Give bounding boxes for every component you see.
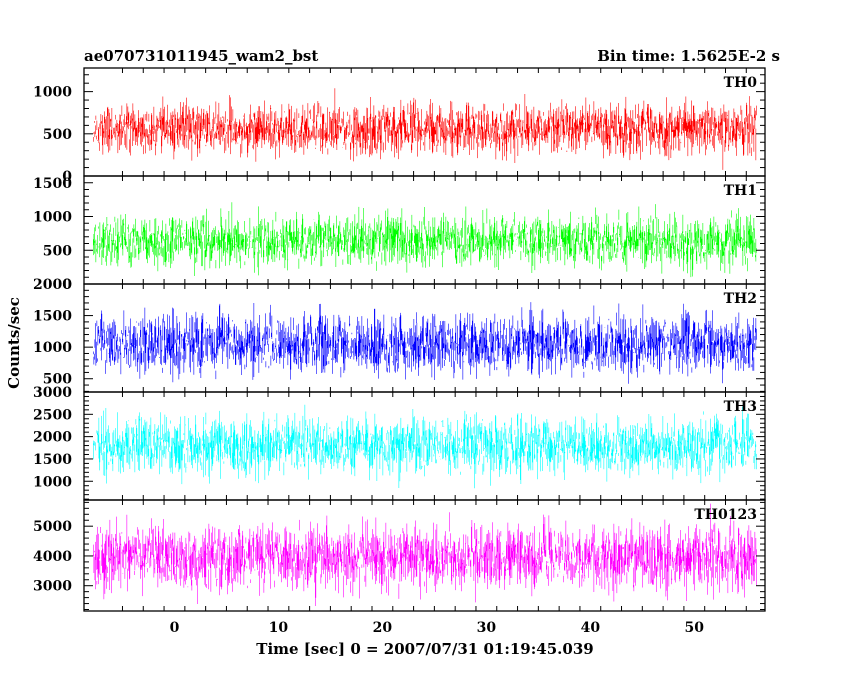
y-tick-label: 5000 bbox=[33, 519, 72, 535]
panel-label: TH1 bbox=[724, 183, 757, 199]
y-tick-label: 3000 bbox=[33, 579, 72, 595]
x-tick-label: 0 bbox=[170, 620, 180, 636]
x-axis-label: Time [sec] 0 = 2007/07/31 01:19:45.039 bbox=[256, 640, 593, 658]
y-tick-label: 1000 bbox=[33, 340, 72, 356]
x-tick-label: 50 bbox=[685, 620, 705, 636]
y-axis-label: Counts/sec bbox=[5, 297, 23, 389]
y-tick-label: 2000 bbox=[33, 277, 72, 293]
y-tick-label: 2500 bbox=[33, 407, 72, 423]
chart-title: ae070731011945_wam2_bst bbox=[84, 47, 318, 65]
series-th0 bbox=[93, 88, 757, 170]
panel-th1: 0 500 1000 1500 TH1 bbox=[33, 175, 766, 293]
panel-label: TH0123 bbox=[694, 507, 757, 523]
y-tick-label: 2000 bbox=[33, 430, 72, 446]
y-tick-label: 1000 bbox=[33, 85, 72, 101]
y-tick-label: 1500 bbox=[33, 309, 72, 325]
x-tick-label: 20 bbox=[373, 620, 393, 636]
panel-th2: 500 1000 1500 2000 TH2 bbox=[33, 277, 766, 393]
series-th0123 bbox=[93, 503, 757, 606]
series-th1 bbox=[93, 202, 757, 278]
y-tick-label: 4000 bbox=[33, 549, 72, 565]
series-th3 bbox=[93, 404, 757, 489]
x-tick-label: 30 bbox=[477, 620, 497, 636]
panel-label: TH0 bbox=[724, 75, 758, 91]
x-tick-label: 40 bbox=[581, 620, 601, 636]
y-tick-label: 3000 bbox=[33, 385, 72, 401]
panel-th3: 1000 1500 2000 2500 3000 TH3 bbox=[33, 385, 766, 501]
x-tick-label: 10 bbox=[269, 620, 289, 636]
panel-label: TH3 bbox=[724, 399, 757, 415]
y-tick-label: 1500 bbox=[33, 176, 72, 192]
y-tick-label: 1000 bbox=[33, 210, 72, 226]
series-th2 bbox=[93, 302, 757, 384]
y-tick-label: 500 bbox=[43, 372, 72, 388]
y-tick-label: 500 bbox=[43, 127, 72, 143]
panel-label: TH2 bbox=[724, 291, 757, 307]
panel-th0123: 3000 4000 5000 TH0123 bbox=[33, 499, 766, 612]
y-tick-label: 0 bbox=[62, 169, 72, 185]
y-tick-label: 0 bbox=[62, 277, 72, 293]
y-tick-label: 1000 bbox=[33, 474, 72, 490]
y-tick-label: 1500 bbox=[33, 452, 72, 468]
panel-th0: 0 500 1000 TH0 bbox=[33, 67, 766, 185]
y-tick-label: 500 bbox=[43, 243, 72, 259]
chart-subtitle: Bin time: 1.5625E-2 s bbox=[597, 47, 780, 65]
